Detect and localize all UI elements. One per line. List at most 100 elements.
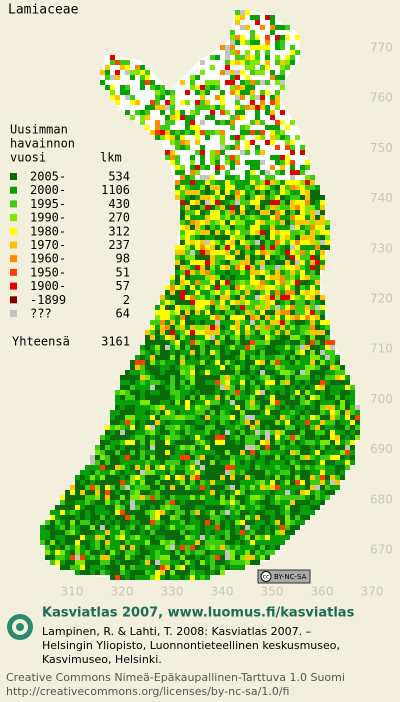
map-cell	[260, 95, 265, 100]
map-cell	[185, 475, 190, 480]
map-cell	[285, 255, 290, 260]
map-cell	[280, 215, 285, 220]
map-cell	[260, 545, 265, 550]
map-cell	[55, 525, 60, 530]
map-cell	[240, 490, 245, 495]
map-cell	[260, 415, 265, 420]
map-cell	[340, 425, 345, 430]
map-cell	[95, 470, 100, 475]
map-cell	[255, 390, 260, 395]
map-cell	[125, 575, 130, 580]
map-cell	[195, 460, 200, 465]
map-cell	[155, 565, 160, 570]
map-cell	[260, 305, 265, 310]
map-cell	[325, 425, 330, 430]
map-cell	[195, 380, 200, 385]
map-cell	[200, 505, 205, 510]
map-cell	[145, 340, 150, 345]
map-cell	[285, 425, 290, 430]
map-cell	[110, 515, 115, 520]
map-cell	[155, 355, 160, 360]
map-cell	[295, 265, 300, 270]
map-cell	[230, 90, 235, 95]
map-cell	[185, 430, 190, 435]
map-cell	[180, 345, 185, 350]
map-cell	[270, 180, 275, 185]
map-cell	[210, 215, 215, 220]
map-cell	[305, 245, 310, 250]
map-cell	[345, 380, 350, 385]
map-cell	[235, 410, 240, 415]
map-cell	[220, 560, 225, 565]
map-cell	[290, 470, 295, 475]
map-cell	[240, 355, 245, 360]
map-cell	[230, 290, 235, 295]
map-cell	[90, 460, 95, 465]
map-cell	[250, 130, 255, 135]
map-cell	[185, 455, 190, 460]
map-cell	[295, 195, 300, 200]
map-cell	[285, 265, 290, 270]
map-cell	[225, 175, 230, 180]
map-cell	[245, 230, 250, 235]
map-cell	[225, 250, 230, 255]
cc-badge: cc BY-NC-SA	[257, 569, 311, 584]
map-cell	[265, 485, 270, 490]
map-cell	[340, 385, 345, 390]
map-cell	[355, 430, 360, 435]
map-cell	[175, 475, 180, 480]
map-cell	[280, 385, 285, 390]
map-cell	[145, 520, 150, 525]
map-cell	[235, 480, 240, 485]
map-cell	[155, 310, 160, 315]
map-cell	[265, 345, 270, 350]
map-cell	[235, 565, 240, 570]
map-cell	[165, 115, 170, 120]
map-cell	[215, 470, 220, 475]
map-cell	[255, 20, 260, 25]
map-cell	[325, 380, 330, 385]
map-cell	[270, 330, 275, 335]
map-cell	[230, 260, 235, 265]
map-cell	[335, 390, 340, 395]
map-cell	[225, 470, 230, 475]
map-cell	[210, 260, 215, 265]
map-cell	[270, 175, 275, 180]
map-cell	[185, 310, 190, 315]
map-cell	[290, 245, 295, 250]
map-cell	[165, 410, 170, 415]
map-cell	[130, 565, 135, 570]
map-cell	[205, 450, 210, 455]
map-cell	[210, 455, 215, 460]
map-cell	[220, 45, 225, 50]
map-cell	[250, 415, 255, 420]
map-cell	[110, 480, 115, 485]
map-cell	[240, 220, 245, 225]
map-cell	[255, 415, 260, 420]
map-cell	[200, 440, 205, 445]
map-cell	[260, 470, 265, 475]
map-cell	[180, 490, 185, 495]
map-cell	[275, 420, 280, 425]
map-cell	[110, 430, 115, 435]
map-cell	[275, 450, 280, 455]
map-cell	[235, 435, 240, 440]
map-cell	[100, 485, 105, 490]
map-cell	[205, 570, 210, 575]
map-cell	[245, 75, 250, 80]
map-cell	[130, 410, 135, 415]
map-cell	[290, 285, 295, 290]
map-cell	[65, 540, 70, 545]
map-cell	[175, 550, 180, 555]
map-cell	[125, 515, 130, 520]
legend-count: 2	[123, 293, 130, 307]
map-cell	[90, 530, 95, 535]
map-cell	[255, 275, 260, 280]
map-cell	[260, 525, 265, 530]
map-cell	[215, 345, 220, 350]
map-cell	[265, 385, 270, 390]
map-cell	[215, 230, 220, 235]
map-cell	[220, 355, 225, 360]
map-cell	[225, 270, 230, 275]
map-cell	[240, 115, 245, 120]
